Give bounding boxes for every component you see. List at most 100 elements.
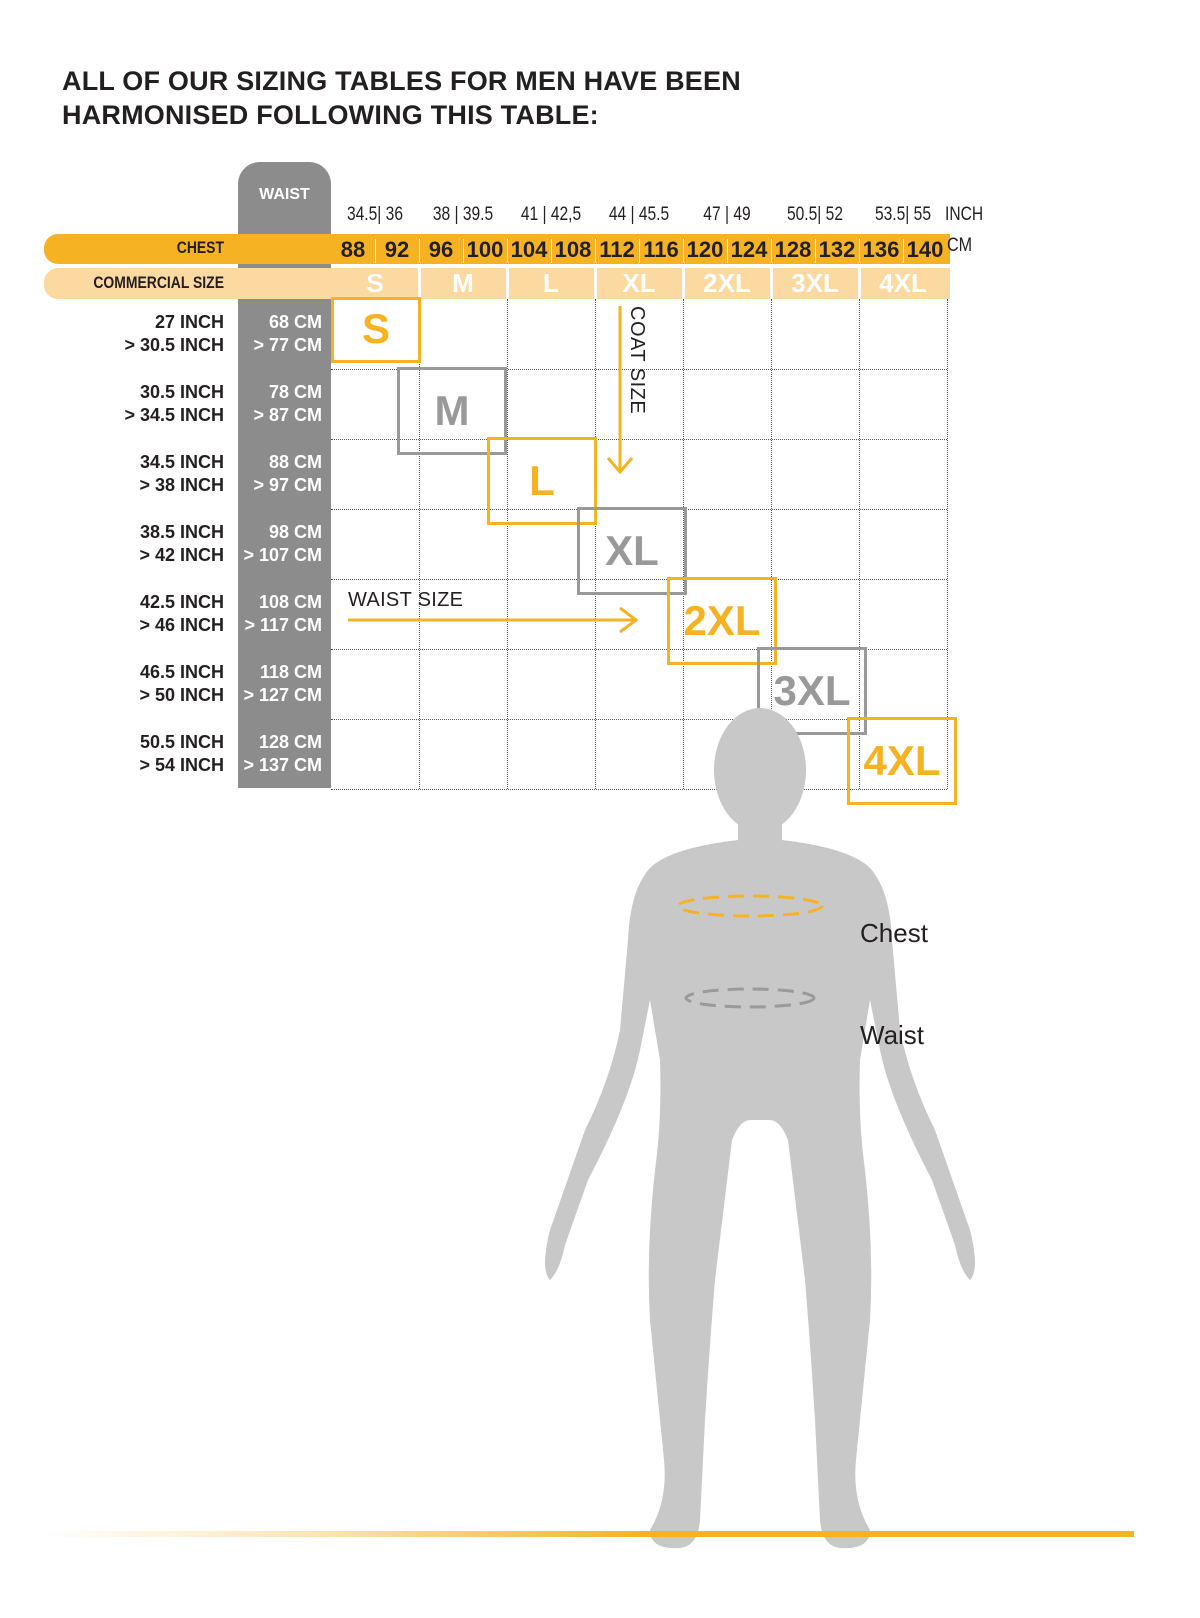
size-box-m xyxy=(397,367,507,455)
waist-inch-to: > 30.5 INCH xyxy=(124,335,224,355)
waist-cm-to: > 97 CM xyxy=(253,475,322,495)
waist-inch-from: 27 INCH xyxy=(154,312,224,332)
waist-header: WAIST xyxy=(259,186,310,203)
cm-separator xyxy=(771,239,772,263)
waist-cm-range: 128 CM > 137 CM xyxy=(236,731,322,777)
coat-size-arrow xyxy=(606,306,634,475)
chest-cm-value: 108 xyxy=(554,237,592,262)
grid-row-line xyxy=(331,719,947,720)
size-box-label: XL xyxy=(605,527,659,574)
chest-bar xyxy=(44,234,950,264)
grid-row-line xyxy=(331,789,947,790)
waist-inch-to: > 34.5 INCH xyxy=(124,405,224,425)
waist-column xyxy=(238,162,331,788)
waist-inch-to: > 38 INCH xyxy=(139,475,224,495)
waist-cm-from: 118 CM xyxy=(259,662,322,682)
grid-column-line xyxy=(595,299,596,789)
waist-cm-range: 118 CM > 127 CM xyxy=(236,661,322,707)
grid-row-line xyxy=(331,439,947,440)
chest-cm-value: 88 xyxy=(340,237,366,262)
chest-cm-value: 128 xyxy=(774,237,812,262)
inch-header-cell: 41 | 42,5 xyxy=(520,204,582,225)
commercial-separator xyxy=(858,268,861,299)
waist-inch-to: > 42 INCH xyxy=(139,545,224,565)
page-title: ALL OF OUR SIZING TABLES FOR MEN HAVE BE… xyxy=(62,64,741,132)
waist-inch-to: > 50 INCH xyxy=(139,685,224,705)
cm-separator xyxy=(419,239,420,263)
size-box-xl xyxy=(577,507,687,595)
commercial-separator xyxy=(594,268,597,299)
grid-column-line xyxy=(507,299,508,789)
chest-cm-value: 104 xyxy=(510,237,548,262)
waist-inch-range: 38.5 INCH > 42 INCH xyxy=(60,521,224,567)
inch-header-cell: 50.5| 52 xyxy=(786,204,844,225)
inch-unit-label: INCH xyxy=(945,204,984,225)
waist-inch-range: 50.5 INCH > 54 INCH xyxy=(60,731,224,777)
waist-cm-to: > 127 CM xyxy=(243,685,322,705)
commercial-separator xyxy=(770,268,773,299)
chest-cm-value: 140 xyxy=(906,237,944,262)
human-figure-icon xyxy=(545,708,975,1549)
size-box-2xl xyxy=(667,577,777,665)
waist-inch-range: 46.5 INCH > 50 INCH xyxy=(60,661,224,707)
waist-body-label: Waist xyxy=(860,1020,925,1050)
size-box-label: 3XL xyxy=(773,667,851,714)
waist-cm-range: 108 CM > 117 CM xyxy=(236,591,322,637)
waist-inch-to: > 46 INCH xyxy=(139,615,224,635)
cm-separator xyxy=(375,239,376,263)
cm-separator xyxy=(551,239,552,263)
waist-inch-from: 50.5 INCH xyxy=(139,732,224,752)
size-box-label: L xyxy=(529,457,555,504)
commercial-size-cell: 2XL xyxy=(703,268,751,298)
cm-separator xyxy=(463,239,464,263)
chest-cm-value: 100 xyxy=(466,237,504,262)
waist-cm-from: 98 CM xyxy=(268,522,322,542)
chest-cm-value: 112 xyxy=(599,237,635,262)
grid-row-line xyxy=(331,579,947,580)
cm-separator xyxy=(639,239,640,263)
chest-cm-value: 120 xyxy=(686,237,724,262)
size-box-4xl xyxy=(847,717,957,805)
grid-row-line xyxy=(331,649,947,650)
chest-cm-value: 92 xyxy=(384,237,410,262)
size-box-3xl xyxy=(757,647,867,735)
size-box-label: 2XL xyxy=(683,597,761,644)
waist-cm-from: 68 CM xyxy=(268,312,322,332)
grid-column-line xyxy=(947,299,948,789)
waist-inch-from: 46.5 INCH xyxy=(139,662,224,682)
commercial-size-cell: S xyxy=(366,268,384,298)
waist-cm-to: > 107 CM xyxy=(243,545,322,565)
commercial-size-cell: XL xyxy=(622,268,656,298)
waist-inch-from: 42.5 INCH xyxy=(139,592,224,612)
cm-separator xyxy=(507,239,508,263)
grid-row-line xyxy=(331,369,947,370)
waist-inch-from: 34.5 INCH xyxy=(139,452,224,472)
cm-separator xyxy=(859,239,860,263)
inch-header-cell: 44 | 45.5 xyxy=(608,204,670,225)
arrows-overlay xyxy=(348,306,639,634)
commercial-size-label: COMMERCIAL SIZE xyxy=(93,273,224,292)
coat-size-label: COAT SIZE xyxy=(626,306,648,415)
inch-header-cell: 34.5| 36 xyxy=(346,204,404,225)
chest-cm-value: 124 xyxy=(730,237,768,262)
waist-cm-range: 78 CM > 87 CM xyxy=(236,381,322,427)
inch-header-cell: 47 | 49 xyxy=(703,204,751,225)
cm-separator xyxy=(815,239,816,263)
commercial-size-bar xyxy=(44,268,950,299)
cm-unit-label: CM xyxy=(947,235,973,256)
size-box-label: S xyxy=(361,305,390,352)
size-box-l xyxy=(487,437,597,525)
chest-cm-value: 96 xyxy=(428,237,454,262)
waist-measure-loop xyxy=(684,987,816,1009)
commercial-separator xyxy=(418,268,421,299)
bottom-divider xyxy=(44,1531,1134,1537)
waist-cm-to: > 87 CM xyxy=(253,405,322,425)
cm-separator xyxy=(683,239,684,263)
waist-cm-from: 88 CM xyxy=(268,452,322,472)
commercial-size-cell: L xyxy=(543,268,559,298)
inch-header-cell: 38 | 39.5 xyxy=(432,204,494,225)
size-box-label: M xyxy=(434,387,470,434)
cm-separator xyxy=(595,239,596,263)
commercial-size-cell: M xyxy=(452,268,474,298)
cm-separator xyxy=(903,239,904,263)
